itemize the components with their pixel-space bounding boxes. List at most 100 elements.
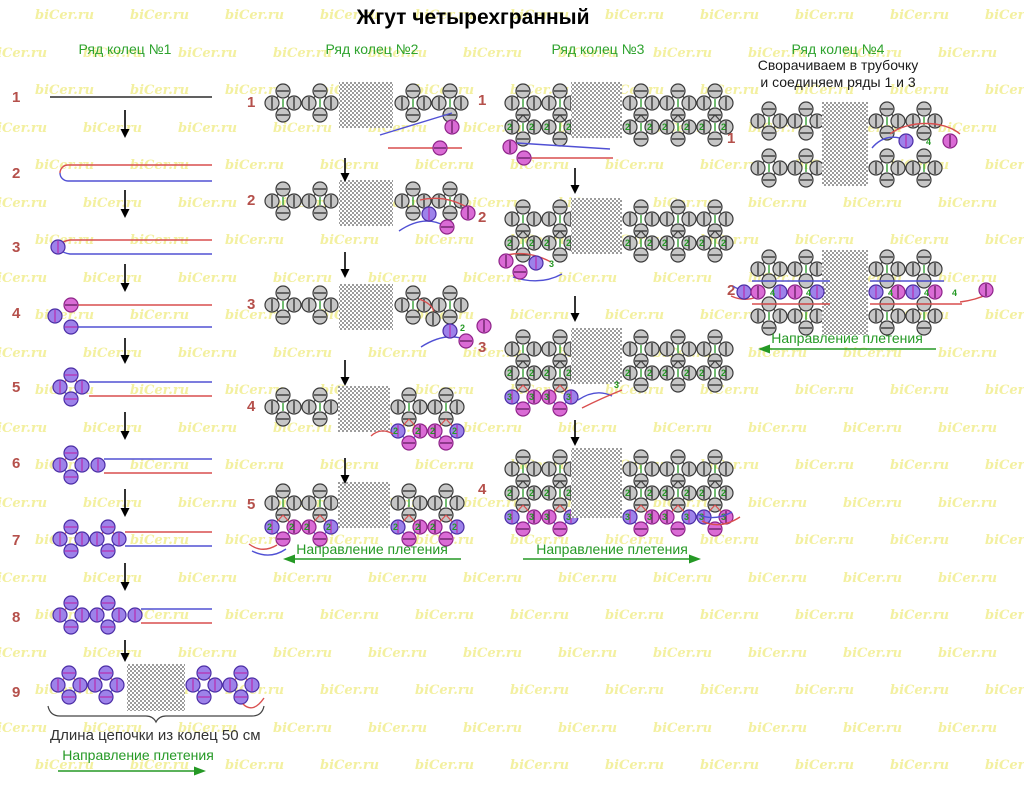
bead — [526, 509, 542, 525]
bead — [412, 519, 428, 535]
bead — [394, 95, 410, 111]
bead — [526, 485, 542, 501]
bead — [633, 247, 649, 263]
step-number: 3 — [12, 239, 20, 256]
length-brace — [47, 705, 265, 724]
bead — [750, 113, 766, 129]
bead — [100, 543, 116, 559]
bead — [528, 255, 544, 271]
bead-count-mark: 3 — [507, 392, 512, 402]
bead — [504, 509, 520, 525]
bead — [670, 83, 686, 99]
chain-continuation-gap — [339, 82, 393, 128]
bead-count-mark: 2 — [529, 368, 534, 378]
bead — [633, 131, 649, 147]
bead — [552, 131, 568, 147]
down-arrow-icon — [570, 168, 580, 194]
bead — [552, 199, 568, 215]
bead — [312, 483, 328, 499]
bead — [196, 689, 212, 705]
bead — [431, 95, 447, 111]
bead-count-mark: 2 — [647, 368, 652, 378]
bead — [707, 131, 723, 147]
bead — [718, 119, 734, 135]
step-number: 5 — [12, 379, 20, 396]
bead — [244, 677, 260, 693]
bead — [427, 495, 443, 511]
bead-count-mark: 2 — [529, 122, 534, 132]
step-number: 1 — [478, 92, 486, 109]
down-arrow-icon — [120, 190, 130, 218]
column-header-4: Ряд колец №4 — [791, 41, 885, 57]
bead — [798, 320, 814, 336]
bead — [809, 284, 825, 300]
bead-count-mark: 2 — [662, 122, 667, 132]
bead — [412, 495, 428, 511]
bead-count-mark: 2 — [544, 238, 549, 248]
bead — [185, 677, 201, 693]
bead — [879, 148, 895, 164]
step-3-diagram: 3 — [12, 239, 212, 256]
bead — [890, 284, 906, 300]
bead — [442, 309, 458, 325]
page-title: Жгут четырехгранный — [356, 6, 590, 29]
bead — [681, 365, 697, 381]
bead — [905, 261, 921, 277]
bead — [449, 519, 465, 535]
bead — [405, 83, 421, 99]
bead — [275, 531, 291, 547]
bead — [526, 235, 542, 251]
bead-count-mark: 2 — [625, 368, 630, 378]
bead — [659, 365, 675, 381]
step-number: 1 — [12, 89, 20, 106]
bead-count-mark: 2 — [566, 488, 571, 498]
bead — [439, 219, 455, 235]
bead — [552, 329, 568, 345]
bead — [449, 399, 465, 415]
bead — [405, 107, 421, 123]
bead — [301, 519, 317, 535]
bead — [879, 320, 895, 336]
bead-count-mark: 3 — [566, 392, 571, 402]
bead-count-mark: 3 — [684, 512, 689, 522]
bead — [681, 341, 697, 357]
bead — [515, 401, 531, 417]
bead — [905, 308, 921, 324]
step-5-diagram: 52 2 2 2 2 2 2 2 — [247, 482, 465, 556]
direction-arrow-icon — [283, 554, 461, 564]
bead — [312, 411, 328, 427]
bead — [633, 329, 649, 345]
bead — [541, 509, 557, 525]
bead — [515, 247, 531, 263]
step-3-diagram: 32 2 2 23 3 3 32 2 2 2 2 23 — [478, 328, 734, 417]
bead-count-mark: 2 — [566, 238, 571, 248]
bead — [286, 519, 302, 535]
bead-count-mark: 2 — [326, 522, 331, 532]
bead-count-mark: 2 — [507, 122, 512, 132]
bead — [696, 485, 712, 501]
bead — [401, 435, 417, 451]
bead — [622, 211, 638, 227]
step-4-diagram: 4 — [12, 297, 212, 335]
direction-label-col3: Направление плетения — [536, 541, 688, 557]
bead — [72, 677, 88, 693]
bead-count-mark: 3 — [544, 392, 549, 402]
bead — [412, 399, 428, 415]
bead — [444, 119, 460, 135]
bead — [63, 543, 79, 559]
bead-count-mark: 2 — [721, 488, 726, 498]
bead — [63, 595, 79, 611]
bead-count-mark: 3 — [647, 512, 652, 522]
bead — [196, 665, 212, 681]
step-number: 4 — [247, 398, 256, 415]
bead — [233, 689, 249, 705]
bead — [74, 607, 90, 623]
bead-count-mark: 2 — [566, 368, 571, 378]
bead-count-mark: 3 — [614, 380, 619, 390]
bead — [312, 205, 328, 221]
bead — [412, 423, 428, 439]
bead — [718, 95, 734, 111]
bead-count-mark: 3 — [699, 512, 704, 522]
